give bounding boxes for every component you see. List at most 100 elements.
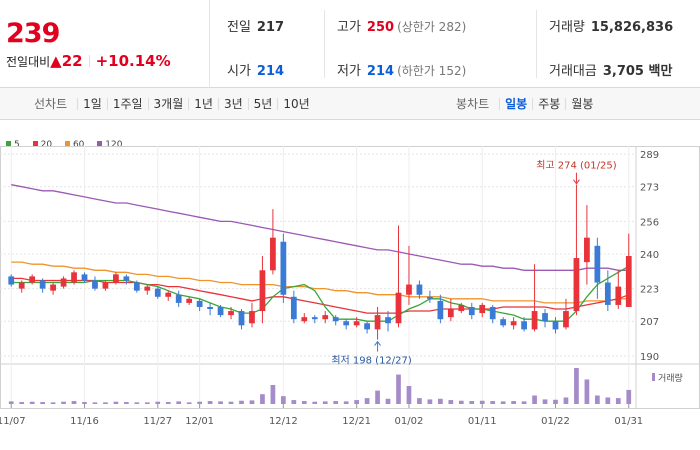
volume-bar bbox=[165, 402, 171, 404]
volume-bar bbox=[92, 402, 98, 404]
candle-body bbox=[427, 296, 433, 299]
candle-body bbox=[332, 317, 339, 322]
x-tick-label: 01/31 bbox=[614, 416, 643, 427]
x-tick-label: 12/12 bbox=[269, 416, 298, 427]
price-box: 239 전일대비▲22 +10.14% bbox=[0, 0, 210, 88]
volume-bar bbox=[532, 395, 537, 404]
volume-bar bbox=[176, 401, 182, 404]
period-1w[interactable]: 1주일 bbox=[106, 98, 148, 110]
legend-ma60: 60 bbox=[64, 140, 84, 150]
volume-bar bbox=[375, 390, 380, 404]
chart-toolbar: 선차트 1일 1주일 3개월 1년 3년 5년 10년 봉차트 일봉 주봉 월봉 bbox=[0, 88, 700, 120]
candle-body bbox=[217, 306, 224, 316]
candle-body bbox=[395, 292, 402, 324]
volume: 거래량 15,826,836 bbox=[549, 20, 674, 35]
candle-body bbox=[625, 256, 632, 307]
y-tick-label: 190 bbox=[640, 352, 659, 363]
candle-body bbox=[144, 286, 151, 291]
low-price: 저가 214 (하한가 152) bbox=[337, 64, 467, 79]
candle-body bbox=[458, 304, 465, 312]
candle-body bbox=[437, 300, 444, 320]
high-arrowhead-icon bbox=[573, 179, 580, 185]
chart-background bbox=[0, 146, 700, 450]
volume-bar bbox=[500, 401, 506, 404]
candle-body bbox=[604, 282, 611, 305]
volume-bar bbox=[291, 400, 297, 404]
high-annotation: 최고 274 (01/25) bbox=[536, 160, 617, 172]
period-5y[interactable]: 5년 bbox=[247, 98, 278, 110]
volume-bar bbox=[29, 401, 35, 404]
up-arrow-icon: ▲ bbox=[50, 52, 62, 70]
volume-bar bbox=[239, 400, 244, 404]
volume-bar bbox=[448, 400, 454, 404]
period-daily[interactable]: 일봉 bbox=[499, 98, 532, 110]
volume-bar bbox=[385, 398, 391, 404]
y-tick-label: 289 bbox=[640, 150, 659, 161]
period-10y[interactable]: 10년 bbox=[277, 98, 314, 110]
change-label: 전일대비 bbox=[6, 55, 51, 69]
candle-body bbox=[29, 276, 36, 283]
candle-body bbox=[133, 282, 140, 291]
candle-body bbox=[552, 321, 559, 330]
ma120-line bbox=[11, 184, 629, 271]
candle-body bbox=[228, 311, 234, 316]
volume-bar bbox=[301, 401, 307, 404]
period-monthly[interactable]: 월봉 bbox=[565, 98, 598, 110]
volume-bar bbox=[50, 402, 56, 404]
volume-bar bbox=[113, 401, 119, 404]
candle-chart-periods: 봉차트 일봉 주봉 월봉 bbox=[456, 88, 598, 120]
low-arrowhead-icon bbox=[374, 340, 381, 346]
period-1d[interactable]: 1일 bbox=[77, 98, 107, 110]
volume-bar bbox=[207, 401, 213, 404]
candle-body bbox=[594, 245, 601, 283]
period-3y[interactable]: 3년 bbox=[217, 98, 248, 110]
volume-bar bbox=[322, 401, 328, 404]
candle-body bbox=[8, 276, 15, 285]
line-chart-periods: 선차트 1일 1주일 3개월 1년 3년 5년 10년 bbox=[34, 88, 315, 120]
volume-bar bbox=[270, 385, 276, 404]
candle-body bbox=[531, 311, 538, 330]
volume-bar bbox=[479, 400, 485, 404]
x-tick-label: 12/21 bbox=[342, 416, 371, 427]
candle-body bbox=[123, 276, 130, 281]
candle-body bbox=[301, 317, 308, 322]
candle-body bbox=[18, 282, 25, 289]
period-3m[interactable]: 3개월 bbox=[147, 98, 189, 110]
candle-body bbox=[447, 309, 454, 318]
volume-bar bbox=[228, 401, 234, 404]
candle-body bbox=[259, 270, 266, 312]
volume-bar bbox=[71, 401, 77, 404]
candlestick-chart: 289 273 256 240 223 207 190 11/07 11/16 11/27 12/0… bbox=[0, 146, 700, 450]
candle-body bbox=[406, 284, 412, 295]
legend-ma20: 20 bbox=[32, 140, 52, 150]
divider bbox=[536, 10, 537, 78]
candle-body bbox=[374, 315, 381, 330]
low-annotation: 최저 198 (12/27) bbox=[331, 355, 412, 367]
divider bbox=[324, 10, 325, 78]
x-tick-label: 01/11 bbox=[468, 416, 497, 427]
volume-bar bbox=[19, 402, 25, 404]
candle-body bbox=[50, 284, 56, 291]
current-price: 239 bbox=[6, 18, 60, 49]
candle-body bbox=[71, 272, 77, 283]
x-tick-label: 11/16 bbox=[70, 416, 99, 427]
volume-bar bbox=[553, 399, 558, 404]
period-weekly[interactable]: 주봉 bbox=[532, 98, 565, 110]
candle-body bbox=[500, 319, 507, 326]
volume-bar bbox=[249, 400, 255, 404]
legend-ma120: 120 bbox=[97, 140, 122, 150]
candle-body bbox=[102, 282, 109, 289]
period-1y[interactable]: 1년 bbox=[188, 98, 218, 110]
candle-body bbox=[270, 237, 276, 271]
candle-body bbox=[385, 317, 391, 324]
candle-body bbox=[92, 280, 98, 289]
price-change: 전일대비▲22 +10.14% bbox=[6, 52, 171, 70]
volume-bar bbox=[155, 401, 161, 404]
candle-body bbox=[311, 317, 318, 320]
volume-bar bbox=[218, 401, 223, 404]
candle-chart-label: 봉차트 bbox=[456, 97, 490, 111]
prev-close: 전일 217 bbox=[227, 20, 285, 35]
candle-body bbox=[113, 274, 119, 283]
volume-bar bbox=[406, 386, 412, 404]
candle-body bbox=[290, 296, 297, 320]
